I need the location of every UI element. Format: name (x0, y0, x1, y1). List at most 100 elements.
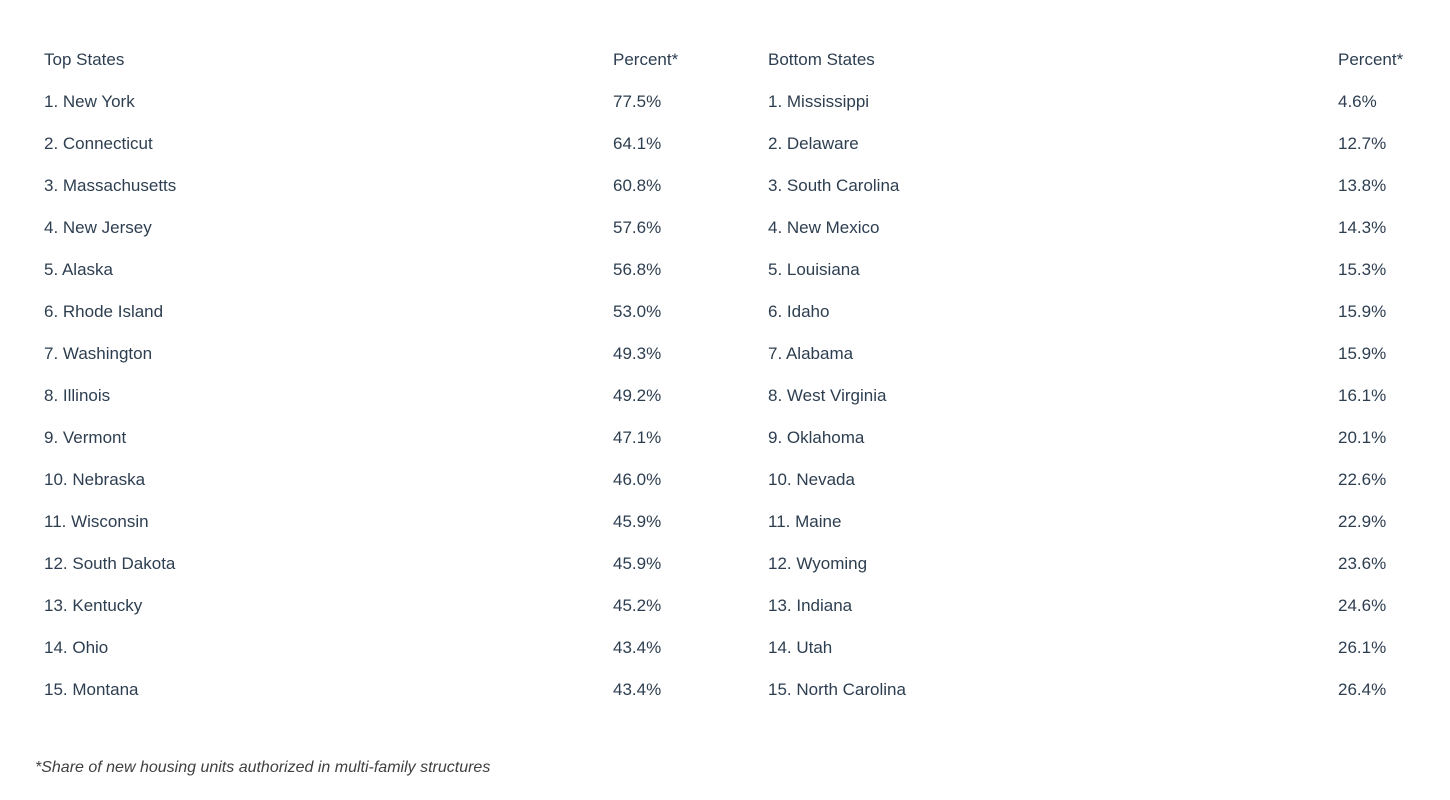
state-name: 7. Alabama (768, 343, 854, 363)
percent-value: 53.0% (613, 301, 662, 321)
table-row: 13. Indiana 24.6% (768, 584, 1415, 626)
table-row: 14. Ohio 43.4% (44, 626, 690, 668)
bottom-states-table: Bottom States Percent* 1. Mississippi 4.6… (768, 38, 1415, 710)
percent-value: 23.6% (1338, 553, 1387, 573)
percent-value: 22.6% (1338, 469, 1387, 489)
state-name: 14. Utah (768, 637, 833, 657)
table-header-row: Bottom States Percent* (768, 38, 1415, 80)
percent-value: 56.8% (613, 259, 662, 279)
percent-value: 49.3% (613, 343, 662, 363)
table-row: 1. New York 77.5% (44, 80, 690, 122)
percent-value: 77.5% (613, 91, 662, 111)
table-row: 5. Louisiana 15.3% (768, 248, 1415, 290)
table-row: 12. South Dakota 45.9% (44, 542, 690, 584)
top-states-percent-header: Percent* (613, 49, 679, 69)
percent-value: 24.6% (1338, 595, 1387, 615)
percent-value: 14.3% (1338, 217, 1387, 237)
percent-value: 22.9% (1338, 511, 1387, 531)
state-name: 6. Idaho (768, 301, 830, 321)
table-row: 8. Illinois 49.2% (44, 374, 690, 416)
state-name: 2. Connecticut (44, 133, 153, 153)
table-row: 9. Oklahoma 20.1% (768, 416, 1415, 458)
table-row: 9. Vermont 47.1% (44, 416, 690, 458)
percent-value: 15.9% (1338, 301, 1387, 321)
percent-value: 45.2% (613, 595, 662, 615)
state-name: 9. Oklahoma (768, 427, 865, 447)
percent-value: 15.3% (1338, 259, 1387, 279)
table-row: 7. Alabama 15.9% (768, 332, 1415, 374)
percent-value: 46.0% (613, 469, 662, 489)
percent-value: 45.9% (613, 553, 662, 573)
table-row: 13. Kentucky 45.2% (44, 584, 690, 626)
state-name: 1. New York (44, 91, 135, 111)
table-row: 11. Wisconsin 45.9% (44, 500, 690, 542)
table-row: 10. Nevada 22.6% (768, 458, 1415, 500)
state-name: 4. New Mexico (768, 217, 880, 237)
table-row: 1. Mississippi 4.6% (768, 80, 1415, 122)
top-states-rows: 1. New York 77.5% 2. Connecticut 64.1% 3. Ma… (44, 80, 690, 710)
state-name: 13. Indiana (768, 595, 853, 615)
table-row: 3. Massachusetts 60.8% (44, 164, 690, 206)
state-name: 11. Wisconsin (44, 511, 149, 531)
percent-value: 57.6% (613, 217, 662, 237)
state-name: 5. Louisiana (768, 259, 860, 279)
percent-value: 43.4% (613, 679, 662, 699)
percent-value: 26.1% (1338, 637, 1387, 657)
state-name: 9. Vermont (44, 427, 127, 447)
percent-value: 13.8% (1338, 175, 1387, 195)
state-name: 10. Nevada (768, 469, 855, 489)
percent-value: 43.4% (613, 637, 662, 657)
percent-value: 60.8% (613, 175, 662, 195)
state-name: 15. Montana (44, 679, 139, 699)
bottom-states-rows: 1. Mississippi 4.6% 2. Delaware 12.7% 3. Sou… (768, 80, 1415, 710)
state-name: 3. South Carolina (768, 175, 900, 195)
percent-value: 12.7% (1338, 133, 1387, 153)
state-name: 8. West Virginia (768, 385, 887, 405)
table-row: 7. Washington 49.3% (44, 332, 690, 374)
state-name: 8. Illinois (44, 385, 111, 405)
state-name: 10. Nebraska (44, 469, 146, 489)
table-row: 14. Utah 26.1% (768, 626, 1415, 668)
table-row: 4. New Jersey 57.6% (44, 206, 690, 248)
percent-value: 49.2% (613, 385, 662, 405)
table-row: 4. New Mexico 14.3% (768, 206, 1415, 248)
top-states-table: Top States Percent* 1. New York 77.5% 2. C… (44, 38, 690, 710)
state-name: 3. Massachusetts (44, 175, 177, 195)
table-row: 8. West Virginia 16.1% (768, 374, 1415, 416)
percent-value: 16.1% (1338, 385, 1387, 405)
table-row: 5. Alaska 56.8% (44, 248, 690, 290)
state-name: 13. Kentucky (44, 595, 143, 615)
state-name: 12. South Dakota (44, 553, 176, 573)
state-name: 6. Rhode Island (44, 301, 164, 321)
state-name: 1. Mississippi (768, 91, 870, 111)
table-row: 3. South Carolina 13.8% (768, 164, 1415, 206)
percent-value: 47.1% (613, 427, 662, 447)
bottom-states-percent-header: Percent* (1338, 49, 1404, 69)
table-row: 15. North Carolina 26.4% (768, 668, 1415, 710)
state-name: 4. New Jersey (44, 217, 152, 237)
table-row: 6. Rhode Island 53.0% (44, 290, 690, 332)
percent-value: 20.1% (1338, 427, 1387, 447)
state-name: 15. North Carolina (768, 679, 906, 699)
tables-container: Top States Percent* 1. New York 77.5% 2. C… (44, 38, 1415, 710)
table-row: 2. Delaware 12.7% (768, 122, 1415, 164)
percent-value: 64.1% (613, 133, 662, 153)
percent-value: 15.9% (1338, 343, 1387, 363)
percent-value: 45.9% (613, 511, 662, 531)
state-name: 5. Alaska (44, 259, 113, 279)
table-row: 12. Wyoming 23.6% (768, 542, 1415, 584)
top-states-header: Top States (44, 49, 125, 69)
state-name: 11. Maine (768, 511, 842, 531)
table-row: 10. Nebraska 46.0% (44, 458, 690, 500)
percent-value: 4.6% (1338, 91, 1377, 111)
footnote: *Share of new housing units authorized i… (35, 759, 491, 776)
percent-value: 26.4% (1338, 679, 1387, 699)
state-name: 7. Washington (44, 343, 153, 363)
table-row: 11. Maine 22.9% (768, 500, 1415, 542)
table-row: 2. Connecticut 64.1% (44, 122, 690, 164)
table-header-row: Top States Percent* (44, 38, 690, 80)
bottom-states-header: Bottom States (768, 49, 875, 69)
state-name: 2. Delaware (768, 133, 859, 153)
state-name: 14. Ohio (44, 637, 109, 657)
